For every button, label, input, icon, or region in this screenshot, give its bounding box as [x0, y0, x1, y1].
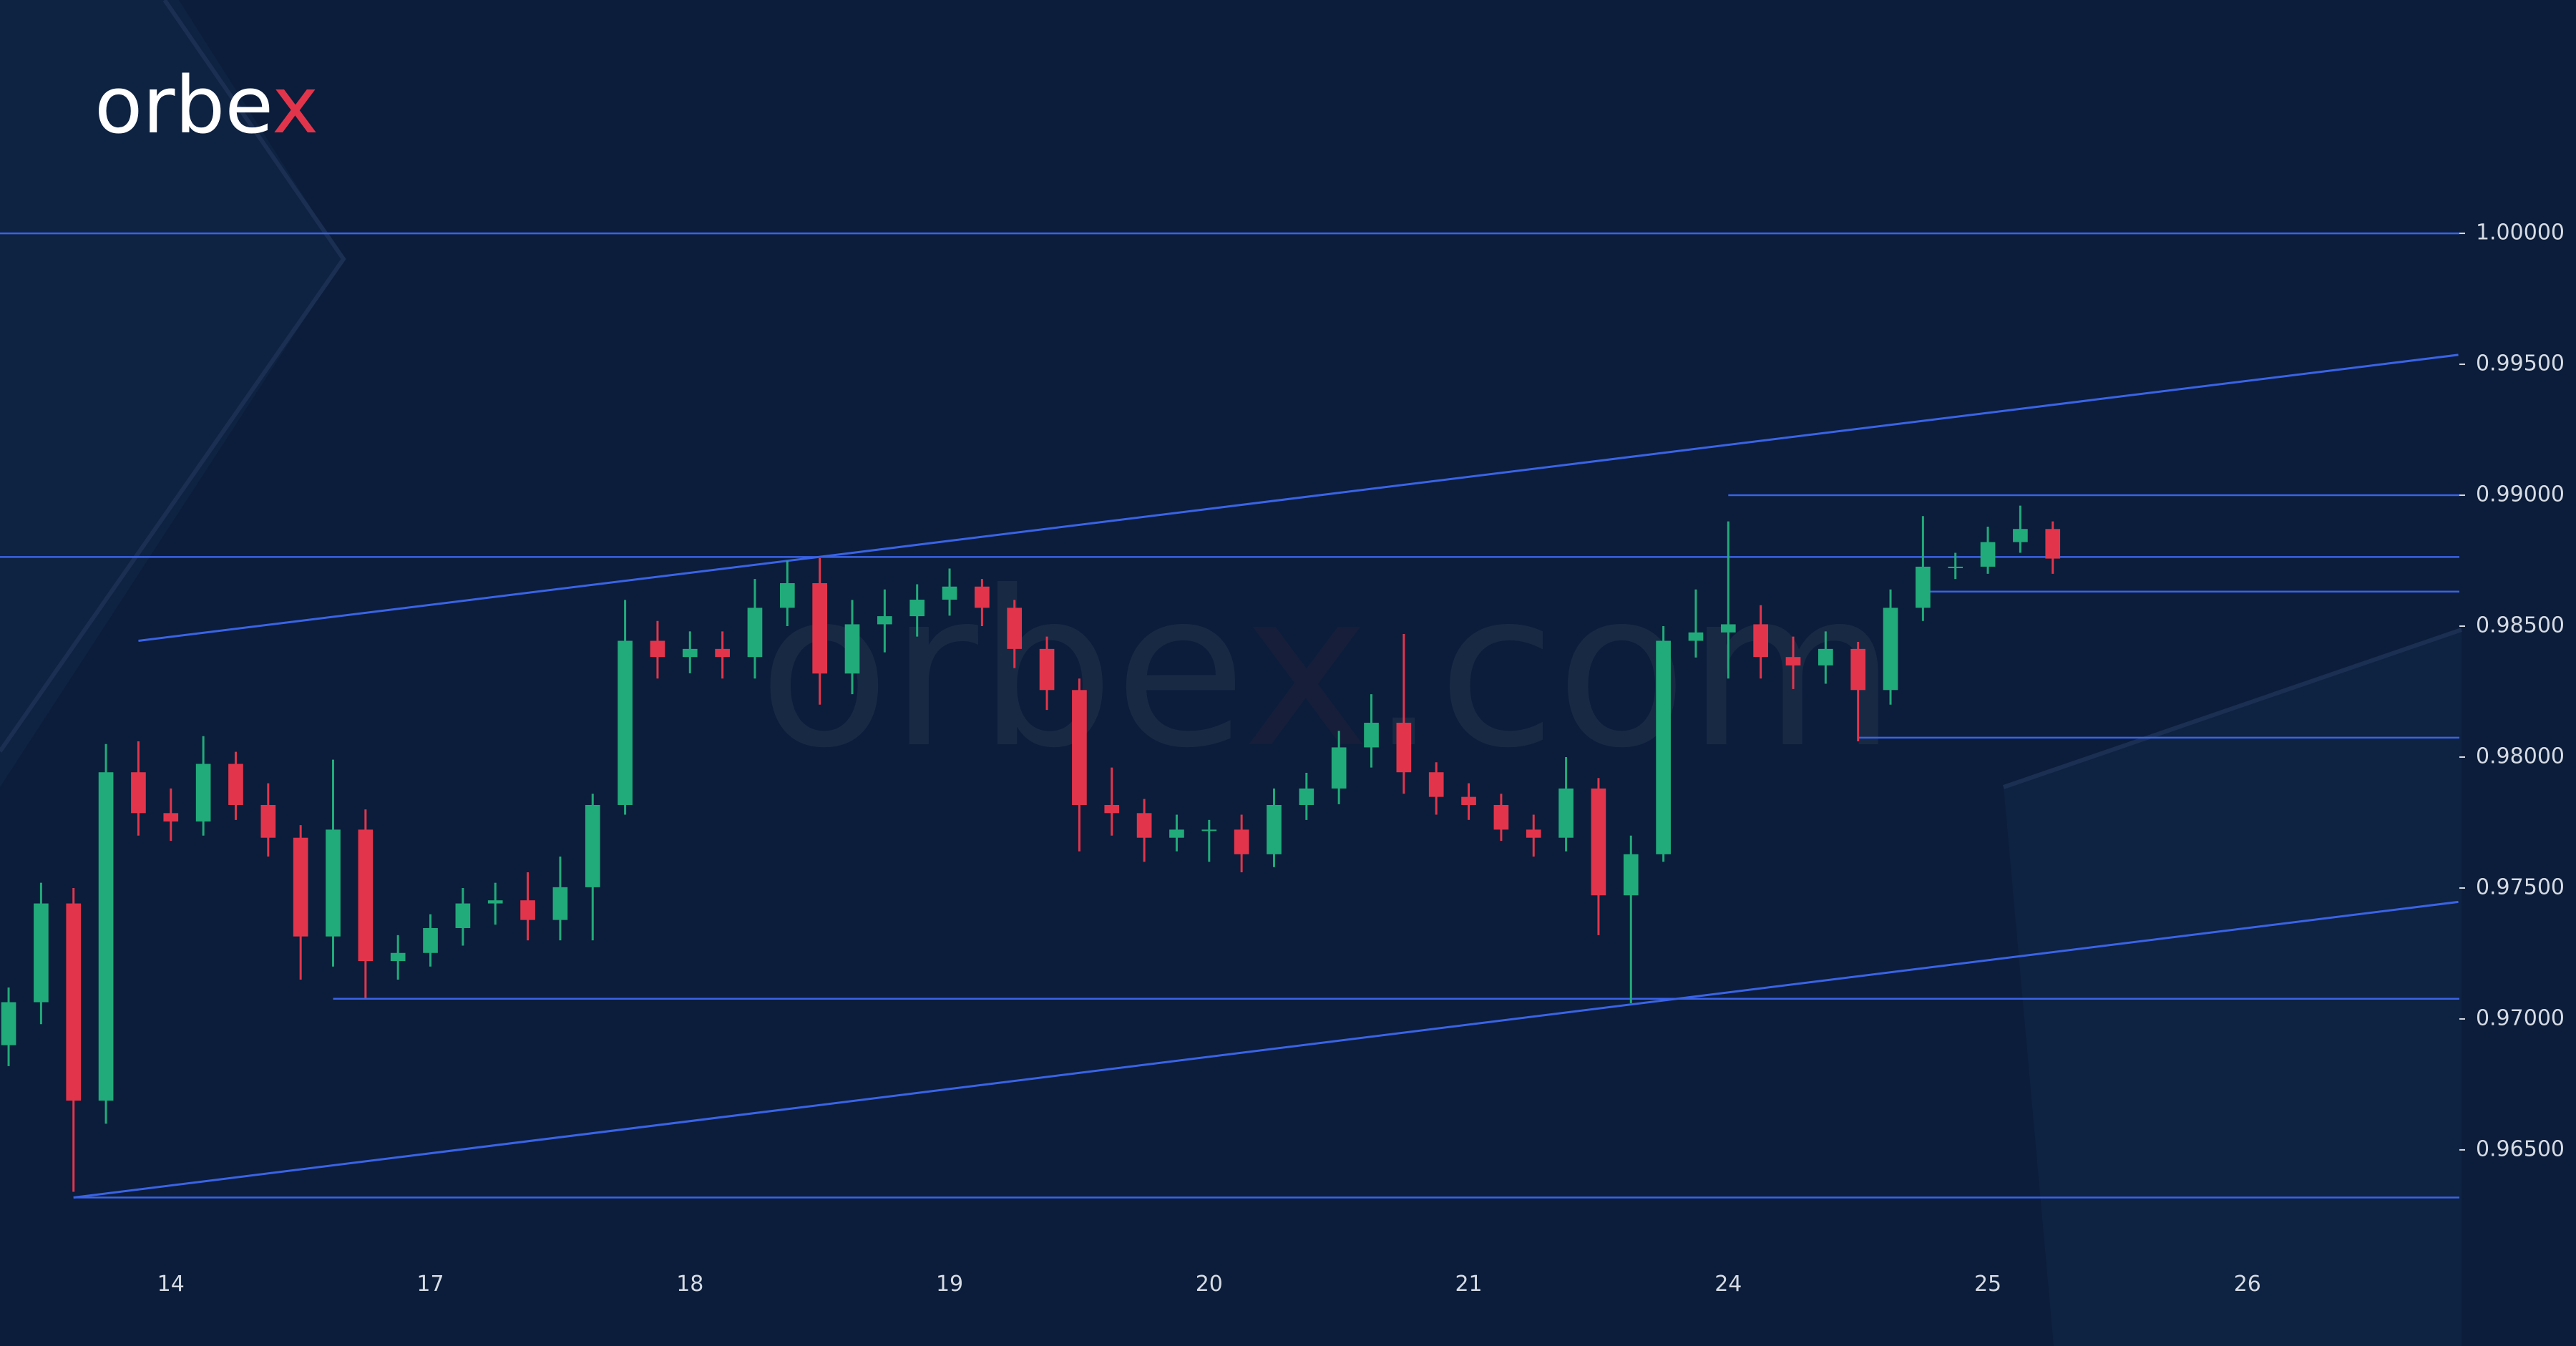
candle-body: [650, 640, 665, 658]
y-tick-label: 0.99000: [2476, 482, 2565, 507]
candle-body: [1299, 788, 1314, 805]
candle-body: [1461, 796, 1476, 805]
candle-body: [1916, 566, 1931, 608]
candle-body: [131, 772, 146, 814]
candle-body: [1720, 624, 1736, 633]
candle-body: [1688, 632, 1704, 641]
watermark-part: .com: [1370, 545, 1896, 795]
plot: 0.96500 0.97000 0.97500 0.98000 0.98500 0.990…: [0, 220, 2565, 1297]
y-tick-label: 0.98000: [2476, 743, 2565, 769]
candle-body: [779, 582, 795, 608]
candle-body: [1104, 804, 1120, 814]
candle-body: [1883, 608, 1898, 691]
candle-body: [1623, 854, 1639, 896]
candle-body: [1364, 723, 1379, 748]
decor-shape: [2004, 630, 2462, 1346]
candle-body: [1428, 772, 1444, 797]
candle-body: [2045, 529, 2061, 559]
candle-body: [1, 1002, 16, 1045]
candle-body: [1558, 788, 1574, 838]
candle-body: [34, 903, 49, 1003]
candle-body: [618, 640, 633, 805]
y-tick-label: 0.98500: [2476, 613, 2565, 638]
x-tick-label: 14: [157, 1272, 185, 1297]
candle-body: [1526, 829, 1541, 838]
x-tick-label: 17: [416, 1272, 444, 1297]
candle-body: [1493, 804, 1509, 830]
candle-body: [1396, 723, 1412, 773]
decor-line: [2003, 628, 2462, 789]
x-tick-label: 24: [1714, 1272, 1742, 1297]
candle-body: [1818, 648, 1833, 665]
candle-body: [455, 903, 471, 928]
trend-line: [138, 353, 2459, 642]
candle-body: [390, 952, 406, 962]
logo-part: orbe: [94, 59, 272, 151]
candle-body: [1234, 829, 1249, 854]
watermark: orbex.com: [758, 545, 1896, 795]
candle-body: [163, 813, 179, 822]
candle-body: [1267, 804, 1282, 854]
candle-body: [98, 772, 114, 1101]
candle-body: [520, 900, 535, 920]
y-tick-label: 0.97000: [2476, 1005, 2565, 1030]
candle-body: [585, 804, 600, 887]
x-tick-label: 18: [676, 1272, 703, 1297]
x-tick-label: 20: [1196, 1272, 1223, 1297]
logo-part: x: [272, 59, 318, 151]
trend-line: [73, 900, 2459, 1199]
decor-shape: [0, 0, 343, 787]
x-tick-label: 19: [936, 1272, 963, 1297]
candle-body: [1850, 648, 1866, 691]
candle-body: [260, 804, 276, 838]
candle-body: [715, 648, 730, 658]
logo: orbex: [94, 59, 318, 151]
x-tick-label: 21: [1455, 1272, 1482, 1297]
candle-body: [1753, 624, 1768, 658]
candle-body: [228, 764, 243, 805]
candle-body: [358, 829, 374, 962]
candle-body: [2013, 529, 2028, 542]
candle-body: [1007, 608, 1023, 649]
y-tick-label: 1.00000: [2476, 220, 2565, 245]
candle-body: [552, 887, 568, 920]
y-tick-label: 0.97500: [2476, 874, 2565, 899]
candle-body: [877, 616, 892, 625]
candle-body: [1331, 747, 1347, 789]
candle-body: [844, 624, 860, 674]
candle-body: [423, 927, 438, 953]
candle-body: [1591, 788, 1606, 896]
candle-body: [1656, 640, 1671, 854]
candle-body: [1785, 657, 1801, 665]
candle-body: [293, 837, 308, 937]
candle-body: [747, 608, 763, 658]
candle-body: [1948, 566, 1963, 568]
watermark-part: x: [1243, 545, 1370, 795]
candle-body: [66, 903, 82, 1101]
candle-body: [1169, 829, 1184, 838]
candle-body: [1039, 648, 1055, 691]
y-tick-label: 0.96500: [2476, 1136, 2565, 1161]
candle-body: [1136, 813, 1152, 838]
x-tick-label: 25: [1974, 1272, 2001, 1297]
candle-body: [682, 648, 698, 658]
x-tick-label: 26: [2234, 1272, 2261, 1297]
candle-body: [909, 600, 925, 617]
candle-body: [1072, 690, 1087, 805]
candle-body: [812, 582, 827, 674]
decor-line: [0, 0, 346, 753]
candle-body: [1980, 542, 1996, 567]
candle-body: [195, 764, 211, 822]
candle-body: [487, 900, 503, 904]
candle-body: [975, 586, 990, 608]
watermark-part: orbe: [758, 545, 1243, 795]
candle-body: [1201, 829, 1217, 832]
y-tick-label: 0.99500: [2476, 351, 2565, 376]
candle-body: [326, 829, 341, 937]
candle-body: [942, 586, 957, 600]
